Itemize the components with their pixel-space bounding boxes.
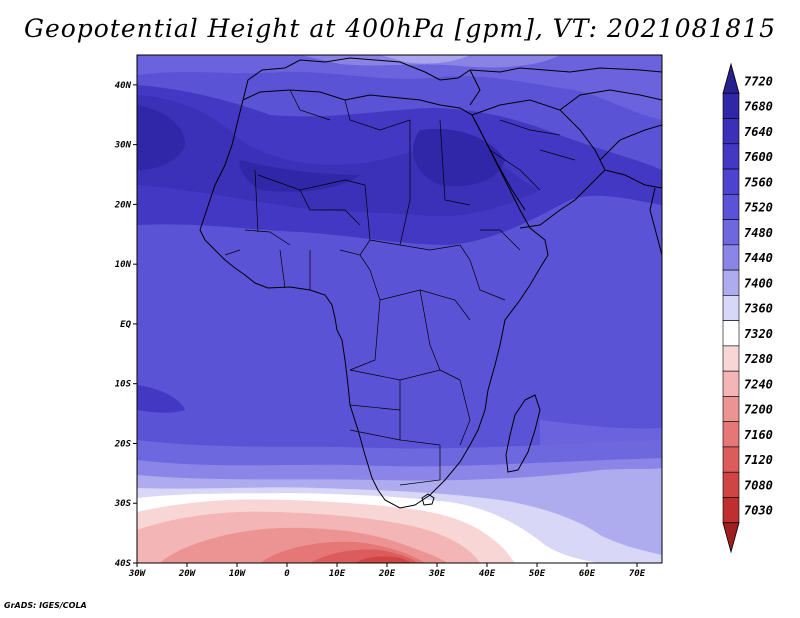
lat-tick-label: 40N	[115, 81, 132, 91]
contour-field	[137, 55, 662, 563]
colorbar-swatch	[722, 446, 740, 473]
lat-tick-label: 20N	[114, 200, 132, 210]
colorbar-swatch	[722, 295, 740, 321]
colorbar-label: 7440	[744, 251, 773, 265]
lon-axis: 30W 20W 10W 0 10E 20E 30E 40E 50E 60E 70E	[128, 563, 646, 579]
colorbar-label: 7680	[744, 100, 773, 114]
lon-tick-label: 60E	[579, 569, 596, 579]
colorbar-swatch	[722, 143, 740, 170]
colorbar-label: 7400	[744, 276, 773, 290]
lon-tick-label: 50E	[529, 569, 546, 579]
lon-tick-label: 0	[284, 569, 290, 579]
country-borders	[224, 89, 576, 486]
lon-tick-label: 30W	[128, 569, 147, 579]
colorbar-swatch	[722, 396, 740, 422]
lat-axis: 40N 30N 20N 10N EQ 10S 20S 30S 40S	[114, 81, 137, 569]
colorbar-label: 7320	[744, 327, 773, 341]
plot-frame	[136, 54, 663, 564]
colorbar-label: 7560	[744, 175, 773, 189]
colorbar-swatch	[722, 269, 740, 296]
lon-tick-label: 20E	[378, 569, 396, 579]
lat-tick-label: EQ	[120, 320, 131, 330]
lon-tick-label: 40E	[479, 569, 496, 579]
colorbar-swatch	[722, 421, 740, 448]
lon-tick-label: 10W	[229, 569, 247, 579]
colorbar-top-arrow	[722, 62, 740, 94]
lon-tick-label: 20W	[178, 569, 197, 579]
colorbar-label: 7280	[744, 352, 773, 366]
colorbar-swatch	[722, 219, 740, 246]
colorbar-label: 7480	[744, 226, 773, 240]
lon-tick-label: 70E	[629, 569, 646, 579]
lat-tick-label: 10S	[115, 380, 132, 390]
colorbar-label: 7120	[744, 453, 773, 467]
colorbar-label: 7720	[744, 74, 773, 88]
colorbar-label: 7160	[744, 428, 773, 442]
colorbar-swatch	[722, 92, 740, 119]
colorbar-swatch	[722, 194, 740, 220]
lat-tick-label: 30S	[114, 499, 132, 509]
colorbar-label: 7030	[744, 504, 773, 518]
colorbar-swatch	[722, 497, 740, 524]
grads-credit: GrADS: IGES/COLA	[4, 601, 87, 610]
lat-tick-label: 40S	[115, 559, 132, 569]
map-title: Geopotential Height at 400hPa [gpm], VT:…	[23, 14, 777, 43]
lat-tick-label: 20S	[114, 439, 132, 449]
lon-tick-label: 30E	[428, 569, 446, 579]
colorbar-swatch	[722, 471, 740, 498]
colorbar-label: 7240	[744, 377, 773, 391]
colorbar-swatch	[722, 320, 740, 347]
colorbar-swatch	[722, 244, 740, 271]
lat-tick-label: 30N	[114, 141, 132, 151]
colorbar-bottom-arrow	[722, 522, 740, 554]
colorbar-label: 7520	[744, 201, 773, 215]
coastlines	[199, 57, 662, 509]
colorbar-swatch	[722, 345, 740, 372]
colorbar: 7720 7680 7640 7600 7560 7520 7480 7440 7400 7360…	[722, 62, 773, 554]
colorbar-swatch	[722, 370, 740, 397]
colorbar-label: 7200	[744, 403, 773, 417]
colorbar-label: 7360	[744, 302, 773, 316]
lat-tick-label: 10N	[115, 260, 132, 270]
colorbar-label: 7600	[744, 150, 773, 164]
colorbar-swatch	[722, 168, 740, 195]
colorbar-label: 7080	[744, 478, 773, 492]
colorbar-swatch	[722, 118, 740, 145]
lon-tick-label: 10E	[329, 569, 346, 579]
colorbar-label: 7640	[744, 125, 773, 139]
